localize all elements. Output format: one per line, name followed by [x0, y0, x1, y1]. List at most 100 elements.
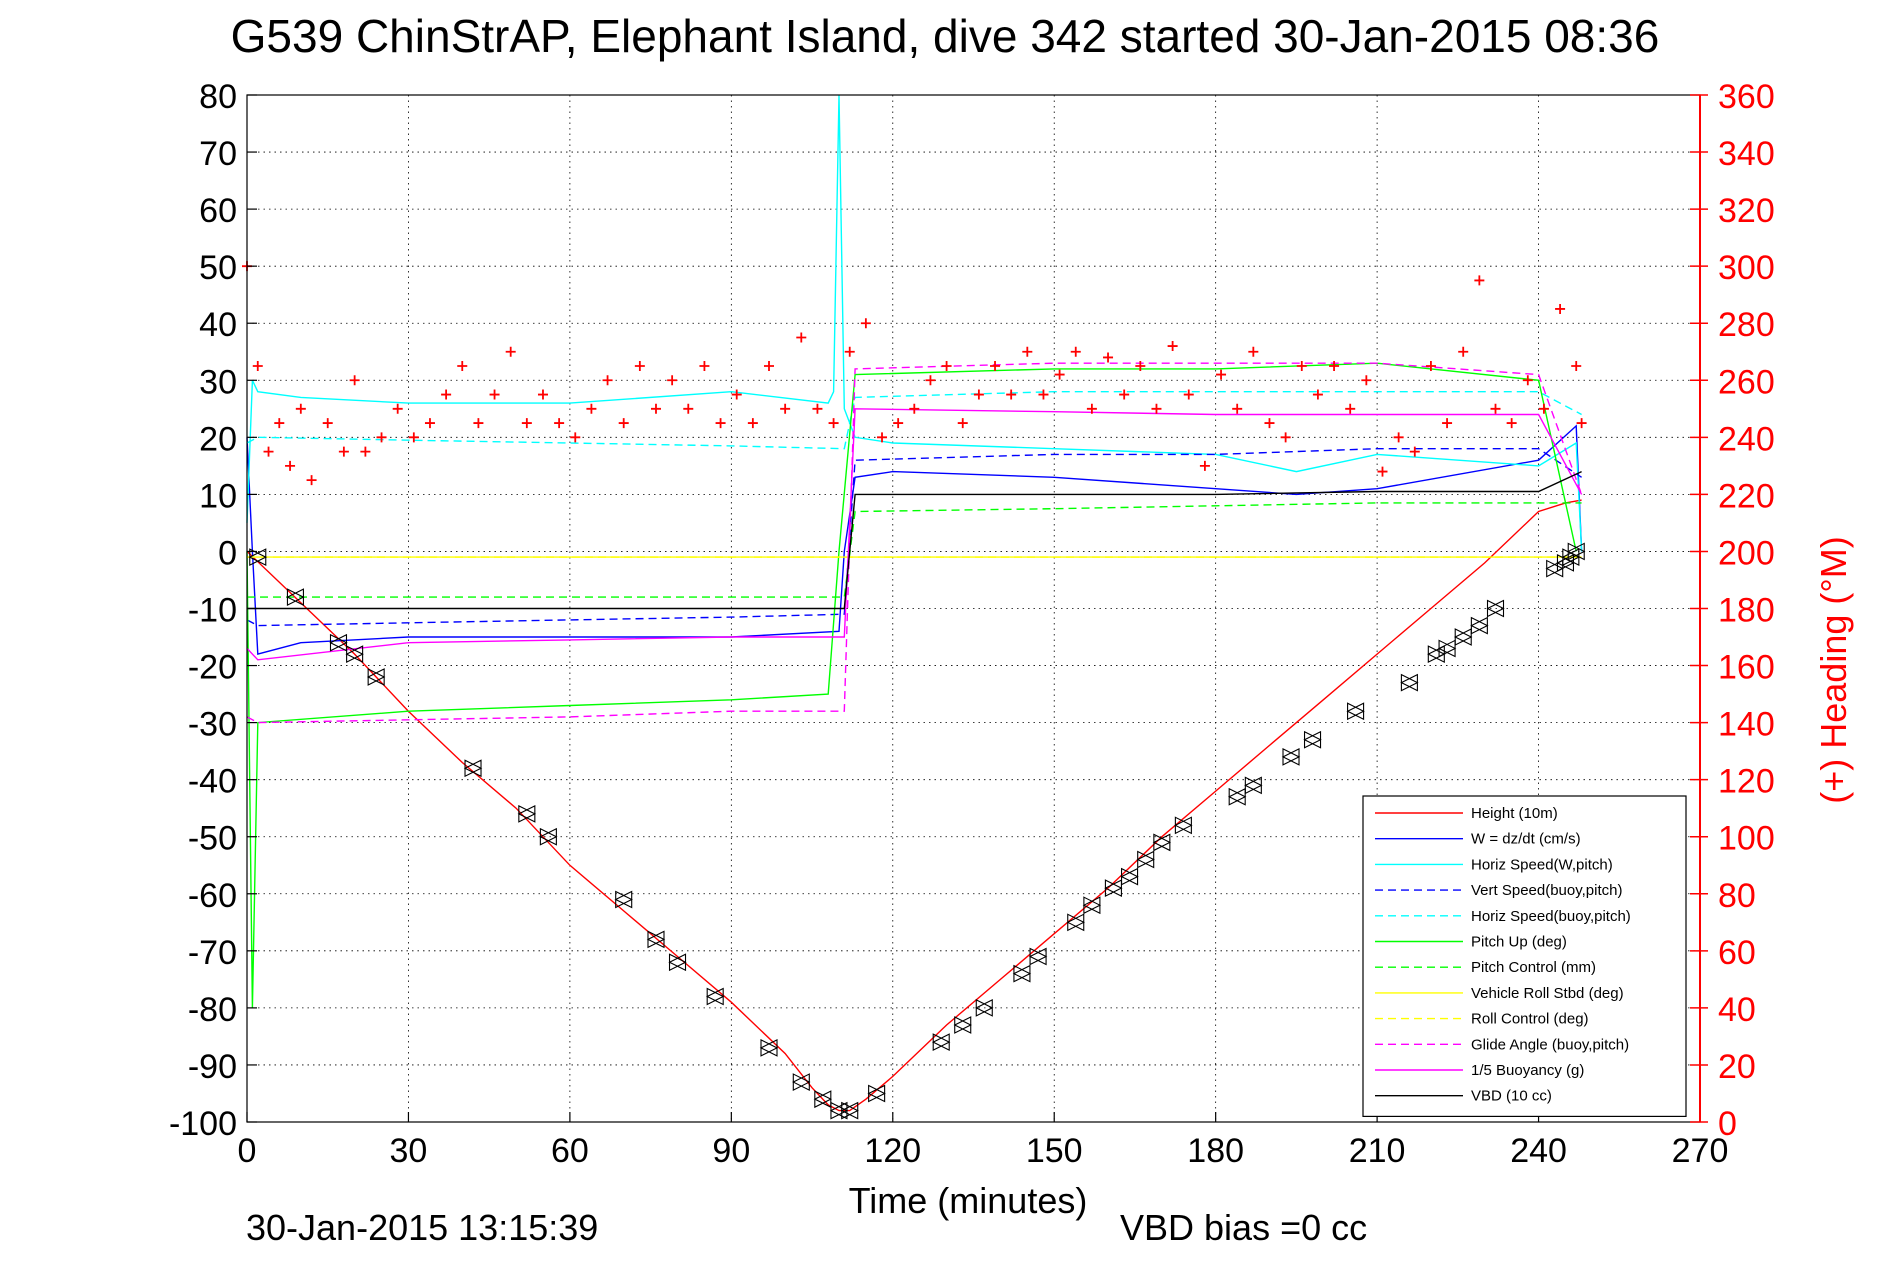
heading-point [1442, 418, 1453, 429]
left-tick-label: -60 [188, 877, 237, 915]
right-tick-label: 320 [1718, 192, 1775, 230]
series-layer [246, 94, 1583, 1112]
legend-label: Vert Speed(buoy,pitch) [1471, 882, 1622, 899]
heading-point [1264, 418, 1275, 429]
heading-point [1409, 446, 1420, 457]
heading-point [1458, 346, 1469, 357]
depth-markers-layer [248, 542, 1586, 1120]
right-tick-label: 20 [1718, 1048, 1756, 1086]
heading-point [349, 375, 360, 386]
depth-marker [1227, 787, 1247, 806]
heading-point [473, 418, 484, 429]
heading-point [338, 446, 349, 457]
heading-point [376, 432, 387, 443]
heading-point [554, 418, 565, 429]
depth-marker [1453, 628, 1473, 646]
legend-label: VBD (10 cc) [1471, 1088, 1552, 1105]
depth-marker [366, 668, 386, 686]
heading-point [1312, 389, 1323, 400]
depth-marker [1120, 867, 1139, 886]
heading-point [1135, 361, 1146, 372]
right-tick-label: 280 [1718, 306, 1775, 344]
depth-marker [1303, 730, 1322, 749]
series-line [246, 499, 1582, 1112]
heading-point [683, 403, 694, 414]
depth-marker [1346, 702, 1365, 721]
left-tick-label: -30 [188, 706, 237, 744]
right-tick-label: 220 [1718, 477, 1775, 515]
right-tick-label: 260 [1718, 363, 1775, 401]
heading-point [570, 432, 581, 443]
right-tick-label: 160 [1718, 649, 1775, 687]
left-tick-label: -10 [188, 592, 237, 630]
heading-point [441, 389, 452, 400]
right-tick-label: 60 [1718, 934, 1756, 972]
depth-marker [792, 1073, 811, 1091]
x-tick-label: 0 [238, 1132, 257, 1170]
heading-point [252, 361, 263, 372]
left-tick-label: -40 [188, 763, 237, 801]
legend-label: Roll Control (deg) [1471, 1011, 1589, 1028]
right-tick-label: 140 [1718, 706, 1775, 744]
heading-point [586, 403, 597, 414]
heading-point [1103, 352, 1114, 363]
depth-marker [1244, 776, 1263, 795]
heading-point [1054, 369, 1065, 380]
right-tick-label: 0 [1718, 1105, 1737, 1143]
right-tick-label: 300 [1718, 249, 1775, 287]
right-tick-label: 100 [1718, 820, 1775, 858]
left-tick-label: 50 [199, 249, 237, 287]
heading-point [1086, 403, 1097, 414]
heading-point [306, 475, 317, 486]
heading-point [1393, 432, 1404, 443]
right-tick-label: 200 [1718, 534, 1775, 572]
x-tick-label: 60 [551, 1132, 589, 1170]
heading-point [1199, 460, 1210, 471]
depth-marker [1136, 850, 1155, 869]
heading-point [1522, 375, 1533, 386]
heading-point [537, 389, 548, 400]
depth-marker [705, 987, 725, 1006]
heading-point [1425, 361, 1436, 372]
series-line [246, 408, 1583, 661]
depth-marker [840, 1101, 859, 1120]
heading-point [285, 460, 296, 471]
series-line [246, 391, 1582, 450]
depth-marker [539, 827, 558, 846]
heading-point [295, 403, 306, 414]
heading-point [812, 403, 823, 414]
depth-marker [1152, 833, 1172, 852]
heading-point [1576, 418, 1587, 429]
heading-point [1506, 418, 1517, 429]
x-tick-label: 90 [712, 1132, 750, 1170]
depth-marker [813, 1090, 833, 1109]
heading-point [360, 446, 371, 457]
depth-marker [1082, 896, 1102, 915]
heading-point [1022, 346, 1033, 357]
heading-point [1474, 275, 1485, 286]
heading-point [392, 403, 403, 414]
left-tick-label: 60 [199, 192, 237, 230]
right-y-axis-label: (+) Heading (°M) [1813, 536, 1854, 803]
left-tick-label: -20 [188, 649, 237, 687]
legend-label: 1/5 Buoyancy (g) [1471, 1062, 1584, 1079]
right-tick-label: 240 [1718, 420, 1775, 458]
depth-marker [1567, 542, 1586, 561]
right-tick-label: 40 [1718, 991, 1756, 1029]
depth-marker [248, 548, 267, 567]
heading-point [1490, 403, 1501, 414]
heading-point [1345, 403, 1356, 414]
legend-label: Vehicle Roll Stbd (deg) [1471, 985, 1624, 1002]
depth-marker [1437, 639, 1457, 658]
heading-point [973, 389, 984, 400]
x-tick-label: 30 [390, 1132, 428, 1170]
heading-point [1571, 361, 1582, 372]
x-tick-label: 270 [1672, 1132, 1729, 1170]
heading-point [941, 361, 952, 372]
right-tick-label: 340 [1718, 135, 1775, 173]
depth-marker [646, 930, 666, 949]
heading-point [764, 361, 775, 372]
depth-marker [1012, 964, 1032, 983]
depth-marker [953, 1016, 972, 1034]
